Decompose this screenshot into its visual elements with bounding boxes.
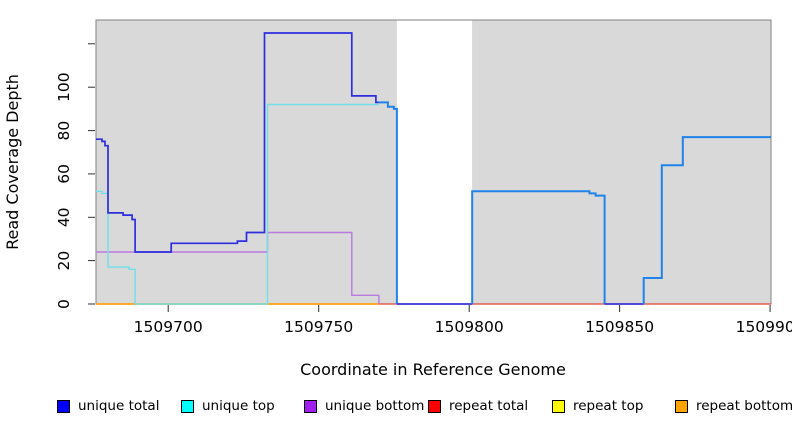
x-tick-label: 1509750 [284, 318, 353, 336]
legend-label-repeat-top: repeat top [573, 398, 644, 414]
legend-swatch-unique-bottom [304, 399, 317, 413]
series-line-unique-total-top-overlap-plateau [471, 190, 606, 304]
legend-label-unique-bottom: unique bottom [325, 398, 425, 414]
x-tick-label: 1509700 [134, 318, 203, 336]
legend-item-repeat-top: repeat top [552, 399, 643, 413]
series-line-unique-total-top-overlap-drop [378, 101, 398, 304]
legend-item-unique-total: unique total [57, 399, 159, 413]
series-line-unique-total-top-overlap-right [642, 136, 771, 304]
series-line-unique-top [96, 103, 379, 305]
legend-label-unique-total: unique total [78, 398, 160, 414]
legend-swatch-unique-total [57, 399, 70, 413]
legend-swatch-repeat-top [552, 399, 565, 413]
uncovered-region-band [396, 20, 473, 304]
legend-swatch-repeat-total [428, 399, 441, 413]
y-tick-label: 20 [55, 251, 73, 271]
legend: unique total unique top unique bottom repea… [0, 399, 792, 423]
legend-item-repeat-total: repeat total [428, 399, 528, 413]
y-axis-title: Read Coverage Depth [3, 74, 22, 250]
y-tick-label: 100 [55, 72, 73, 102]
legend-item-unique-bottom: unique bottom [304, 399, 424, 413]
legend-swatch-repeat-bottom [675, 399, 688, 413]
y-tick-label: 80 [55, 121, 73, 141]
x-tick-label: 1509800 [435, 318, 504, 336]
legend-label-repeat-bottom: repeat bottom [696, 398, 792, 414]
legend-label-repeat-total: repeat total [449, 398, 529, 414]
y-tick-label: 0 [55, 299, 73, 309]
y-tick-label: 60 [55, 164, 73, 184]
series-line-unique-total-left [96, 32, 379, 253]
y-tick-label: 40 [55, 207, 73, 227]
x-tick-label: 1509850 [585, 318, 654, 336]
legend-swatch-unique-top [181, 399, 194, 413]
legend-item-repeat-bottom: repeat bottom [675, 399, 792, 413]
legend-item-unique-top: unique top [181, 399, 275, 413]
legend-label-unique-top: unique top [202, 398, 275, 414]
x-axis-title: Coordinate in Reference Genome [300, 360, 566, 379]
